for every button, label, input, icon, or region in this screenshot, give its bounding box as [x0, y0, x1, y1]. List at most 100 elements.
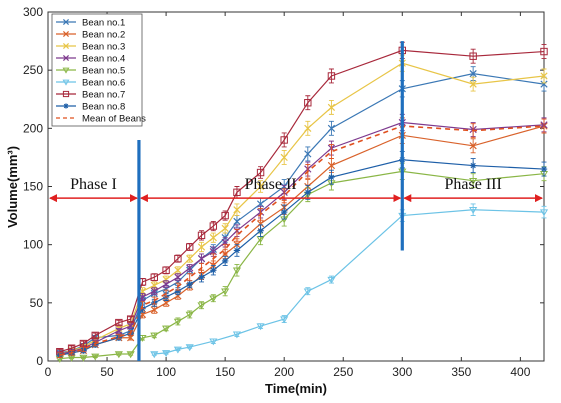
data-point — [469, 142, 477, 150]
error-bar — [470, 48, 476, 64]
series-layer — [55, 41, 549, 363]
data-point — [233, 206, 241, 214]
data-point — [280, 316, 289, 324]
y-tick-label: 150 — [23, 180, 43, 194]
error-bar — [175, 282, 181, 291]
data-point — [198, 274, 205, 281]
data-point — [162, 266, 170, 274]
data-point — [79, 354, 88, 362]
series-line — [59, 170, 545, 360]
data-point — [62, 90, 70, 98]
data-point — [221, 224, 229, 233]
series-line — [59, 125, 545, 356]
data-point — [197, 231, 206, 240]
data-point — [115, 318, 123, 327]
data-point — [209, 338, 218, 346]
data-point — [62, 79, 70, 86]
x-tick-label: 350 — [451, 365, 471, 379]
data-point — [138, 334, 147, 342]
data-point — [540, 72, 548, 80]
data-point — [232, 267, 242, 275]
data-point — [174, 288, 182, 295]
data-point — [173, 346, 182, 354]
data-point — [150, 351, 159, 359]
data-point — [221, 288, 230, 296]
data-point — [233, 217, 241, 226]
series-7 — [56, 41, 548, 356]
data-point — [257, 227, 264, 234]
series-line — [59, 121, 545, 355]
error-bar — [80, 346, 86, 353]
data-point — [62, 42, 70, 50]
error-bar — [258, 166, 264, 179]
legend-label: Bean no.7 — [82, 90, 125, 101]
data-point — [221, 211, 229, 220]
legend-label: Bean no.8 — [82, 102, 125, 113]
data-point — [209, 295, 218, 303]
data-point — [304, 99, 312, 107]
series-5 — [55, 162, 549, 363]
error-bar — [80, 340, 86, 347]
legend-label: Bean no.2 — [82, 30, 125, 41]
error-bar — [470, 173, 476, 189]
phase-label: Phase III — [444, 176, 501, 193]
data-point — [63, 103, 69, 109]
data-point — [256, 220, 265, 228]
data-point — [539, 209, 549, 217]
error-bar — [305, 95, 311, 111]
data-point — [186, 255, 194, 263]
series-line — [59, 159, 545, 356]
data-point — [174, 266, 182, 274]
error-bar — [541, 118, 547, 134]
error-bar — [305, 163, 311, 179]
data-point — [150, 306, 158, 314]
data-point — [256, 182, 265, 191]
legend-label: Bean no.3 — [82, 42, 125, 53]
x-tick-label: 250 — [333, 365, 353, 379]
data-point — [174, 273, 182, 281]
data-point — [327, 161, 336, 170]
data-point — [186, 264, 194, 272]
data-point — [469, 70, 477, 78]
data-point — [469, 162, 477, 169]
series-line — [59, 49, 545, 353]
data-point — [62, 54, 70, 62]
phase-label: Phase I — [70, 176, 117, 193]
data-point — [162, 350, 171, 358]
data-point — [62, 18, 70, 26]
error-bar — [258, 208, 264, 221]
legend-label: Bean no.4 — [82, 54, 125, 65]
error-bar — [57, 352, 63, 358]
data-point — [162, 325, 171, 333]
error-bar — [281, 132, 287, 148]
data-point — [126, 315, 135, 323]
data-point — [186, 281, 193, 288]
data-point — [469, 177, 478, 185]
data-point — [221, 257, 229, 265]
phase-layer: Phase I Phase II Phase III — [49, 41, 543, 361]
x-tick-label: 150 — [215, 365, 235, 379]
data-point — [91, 353, 100, 361]
y-tick-label: 300 — [23, 5, 43, 19]
y-tick-label: 200 — [23, 121, 43, 135]
y-axis-title: Volume(mm³) — [5, 146, 20, 228]
error-bar — [328, 68, 334, 84]
data-point — [62, 67, 70, 74]
data-point — [114, 351, 123, 359]
error-bar — [163, 289, 169, 298]
error-bar — [328, 144, 334, 160]
x-tick-label: 0 — [45, 365, 52, 379]
error-bar — [187, 273, 193, 282]
data-point — [185, 344, 194, 352]
x-tick-label: 50 — [100, 365, 114, 379]
data-point — [150, 287, 158, 295]
y-tick-label: 250 — [23, 63, 43, 77]
error-bar — [222, 244, 228, 255]
error-bar — [151, 296, 157, 305]
data-point — [280, 153, 288, 162]
error-bar — [128, 316, 134, 322]
data-point — [209, 234, 217, 242]
data-point — [209, 222, 218, 230]
data-point — [174, 292, 182, 300]
data-point — [162, 280, 170, 288]
